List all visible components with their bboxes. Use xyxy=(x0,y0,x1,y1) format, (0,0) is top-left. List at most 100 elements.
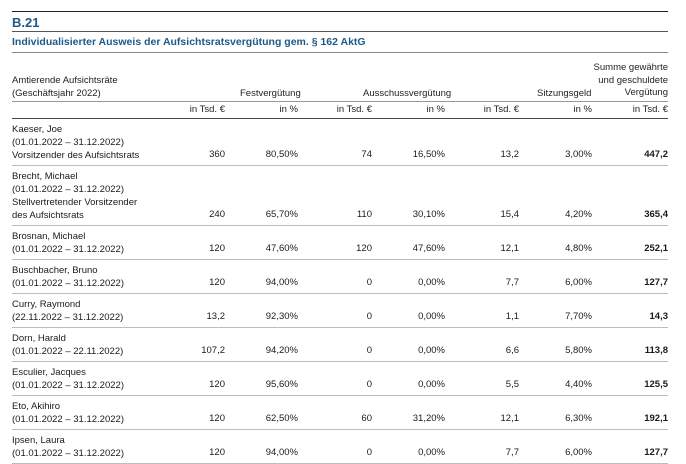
member-line: (01.01.2022 – 31.12.2022) xyxy=(12,137,124,148)
cell-fixed-pct: 94,00% xyxy=(265,277,298,288)
member-line: Eto, Akihiro xyxy=(12,401,61,412)
cell-attendance-abs: 5,5 xyxy=(505,379,519,390)
table-row: Brecht, Michael (01.01.2022 – 31.12.2022)… xyxy=(12,166,668,226)
member-name-cell: Kaeser, Joe (01.01.2022 – 31.12.2022) Vors… xyxy=(12,119,187,165)
member-name-cell: Brosnan, Michael (01.01.2022 – 31.12.2022… xyxy=(12,226,187,259)
cell-total: 113,8 xyxy=(644,345,668,356)
cell-fixed-abs: 107,2 xyxy=(201,345,225,356)
cell-fixed-pct: 92,30% xyxy=(265,311,298,322)
header-rule xyxy=(12,101,668,102)
member-line: Stellvertretender Vorsitzender xyxy=(12,197,138,208)
table-row: Buschbacher, Bruno (01.01.2022 – 31.12.20… xyxy=(12,260,668,294)
table-row: Brosnan, Michael (01.01.2022 – 31.12.2022… xyxy=(12,226,668,260)
total-header-line3: Vergütung xyxy=(624,87,668,98)
top-rule xyxy=(12,11,668,12)
unit-fixed-abs: in Tsd. € xyxy=(189,104,225,115)
cell-fixed-abs: 120 xyxy=(209,379,225,390)
member-line: Ipsen, Laura xyxy=(12,435,65,446)
cell-fixed-abs: 120 xyxy=(209,277,225,288)
table-row: Dorn, Harald (01.01.2022 – 22.11.2022) 107… xyxy=(12,328,668,362)
units-rule xyxy=(12,118,668,119)
member-header-line2: (Geschäftsjahr 2022) xyxy=(12,87,101,99)
cell-total: 127,7 xyxy=(644,447,668,458)
cell-fixed-pct: 65,70% xyxy=(265,209,298,220)
member-line: (22.11.2022 – 31.12.2022) xyxy=(12,312,124,323)
cell-committee-abs: 110 xyxy=(356,209,372,220)
cell-fixed-abs: 240 xyxy=(209,209,225,220)
cell-attendance-pct: 3,00% xyxy=(565,149,592,160)
cell-total: 14,3 xyxy=(649,311,669,322)
member-name-cell: Esculier, Jacques (01.01.2022 – 31.12.202… xyxy=(12,362,187,395)
member-column-header: Amtierende Aufsichtsräte (Geschäftsjahr … xyxy=(12,75,118,100)
cell-fixed-abs: 120 xyxy=(209,243,225,254)
cell-attendance-abs: 1,1 xyxy=(505,311,519,322)
cell-committee-abs: 0 xyxy=(366,447,372,458)
cell-committee-pct: 0,00% xyxy=(418,277,445,288)
cell-committee-pct: 16,50% xyxy=(412,149,445,160)
attendance-column-header: Sitzungsgeld xyxy=(537,88,592,99)
member-line: (01.01.2022 – 31.12.2022) xyxy=(12,414,124,425)
cell-attendance-pct: 7,70% xyxy=(565,311,592,322)
table-row: Kaeser, Joe (01.01.2022 – 31.12.2022) Vors… xyxy=(12,119,668,166)
cell-attendance-abs: 15,4 xyxy=(500,209,520,220)
member-line: Curry, Raymond xyxy=(12,299,81,310)
cell-fixed-abs: 120 xyxy=(209,413,225,424)
cell-total: 125,5 xyxy=(644,379,668,390)
cell-total: 447,2 xyxy=(644,149,668,160)
total-header-line1: Summe gewährte xyxy=(593,62,668,73)
member-name-cell: Buschbacher, Bruno (01.01.2022 – 31.12.20… xyxy=(12,260,187,293)
member-line: (01.01.2022 – 31.12.2022) xyxy=(12,184,124,195)
cell-attendance-pct: 5,80% xyxy=(565,345,592,356)
cell-committee-abs: 120 xyxy=(356,243,372,254)
cell-committee-abs: 60 xyxy=(361,413,372,424)
unit-attendance-abs: in Tsd. € xyxy=(483,104,519,115)
cell-fixed-pct: 94,00% xyxy=(265,447,298,458)
tag-rule xyxy=(12,31,668,32)
cell-committee-pct: 0,00% xyxy=(418,447,445,458)
member-line: Brecht, Michael xyxy=(12,171,78,182)
cell-total: 192,1 xyxy=(644,413,668,424)
cell-total: 127,7 xyxy=(644,277,668,288)
member-line: Kaeser, Joe xyxy=(12,124,63,135)
cell-attendance-pct: 6,30% xyxy=(565,413,592,424)
table-title: Individualisierter Ausweis der Aufsichts… xyxy=(12,36,366,48)
cell-attendance-abs: 7,7 xyxy=(505,447,519,458)
cell-attendance-pct: 4,80% xyxy=(565,243,592,254)
member-line: (01.01.2022 – 31.12.2022) xyxy=(12,380,124,391)
table-row: Eto, Akihiro (01.01.2022 – 31.12.2022) 120… xyxy=(12,396,668,430)
committee-column-header: Ausschussvergütung xyxy=(363,88,452,99)
cell-committee-pct: 0,00% xyxy=(418,379,445,390)
cell-attendance-abs: 6,6 xyxy=(505,345,519,356)
table-row: Esculier, Jacques (01.01.2022 – 31.12.202… xyxy=(12,362,668,396)
member-line: Brosnan, Michael xyxy=(12,231,86,242)
cell-attendance-pct: 6,00% xyxy=(565,447,592,458)
unit-committee-abs: in Tsd. € xyxy=(336,104,372,115)
cell-attendance-pct: 6,00% xyxy=(565,277,592,288)
cell-fixed-pct: 47,60% xyxy=(265,243,298,254)
cell-fixed-pct: 80,50% xyxy=(265,149,298,160)
cell-fixed-pct: 94,20% xyxy=(265,345,298,356)
member-line: (01.01.2022 – 31.12.2022) xyxy=(12,244,124,255)
cell-committee-abs: 0 xyxy=(366,277,372,288)
table-tag: B.21 xyxy=(12,15,40,30)
unit-attendance-pct: in % xyxy=(573,104,592,115)
member-name-cell: Brecht, Michael (01.01.2022 – 31.12.2022)… xyxy=(12,166,187,225)
cell-committee-abs: 74 xyxy=(361,149,372,160)
member-line: Vorsitzender des Aufsichtsrats xyxy=(12,150,140,161)
member-line: (01.01.2022 – 31.12.2022) xyxy=(12,278,124,289)
cell-committee-pct: 30,10% xyxy=(412,209,445,220)
member-line: des Aufsichtsrats xyxy=(12,210,84,221)
table-row: Ipsen, Laura (01.01.2022 – 31.12.2022) 120… xyxy=(12,430,668,464)
table-body: Kaeser, Joe (01.01.2022 – 31.12.2022) Vors… xyxy=(12,119,668,464)
unit-total-abs: in Tsd. € xyxy=(632,104,668,115)
member-line: (01.01.2022 – 22.11.2022) xyxy=(12,346,124,357)
cell-committee-abs: 0 xyxy=(366,311,372,322)
cell-fixed-abs: 13,2 xyxy=(206,311,226,322)
cell-fixed-pct: 62,50% xyxy=(265,413,298,424)
cell-committee-abs: 0 xyxy=(366,379,372,390)
unit-fixed-pct: in % xyxy=(279,104,298,115)
cell-total: 365,4 xyxy=(644,209,668,220)
cell-total: 252,1 xyxy=(644,243,668,254)
member-name-cell: Eto, Akihiro (01.01.2022 – 31.12.2022) xyxy=(12,396,187,429)
member-line: (01.01.2022 – 31.12.2022) xyxy=(12,448,124,459)
